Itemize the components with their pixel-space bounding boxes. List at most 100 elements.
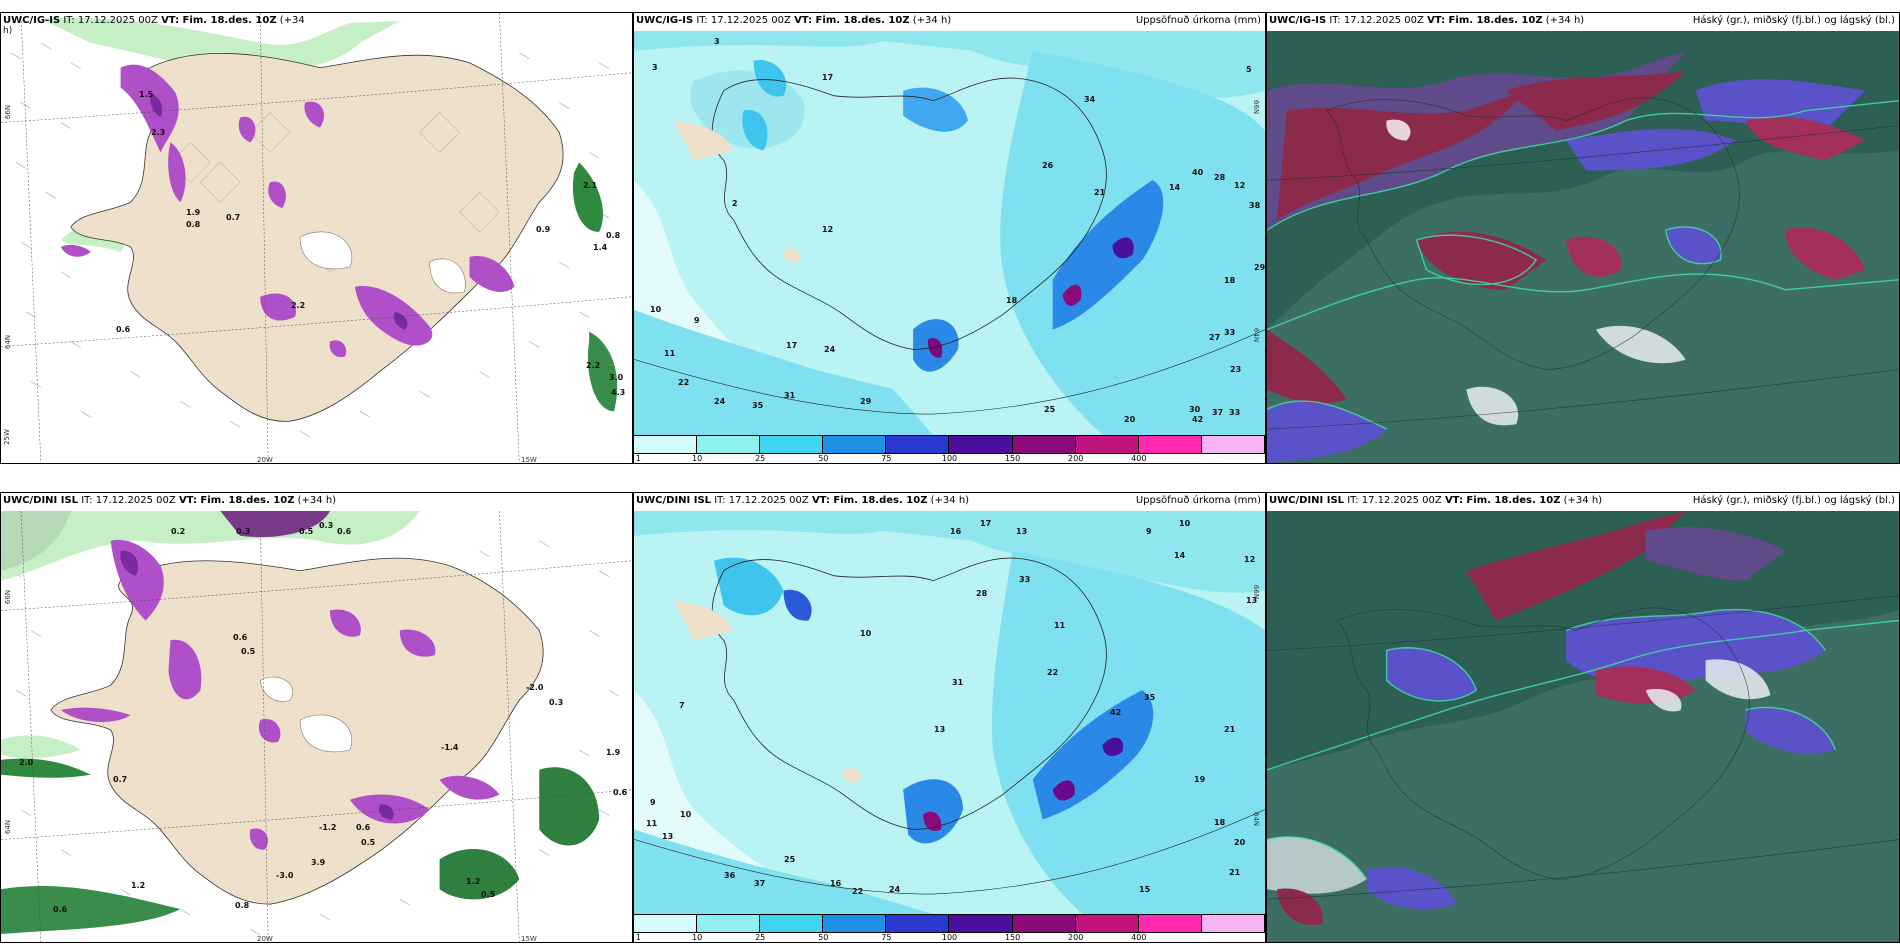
map-value: 21 [1094,188,1106,197]
colorbar-tick-label: 50 [818,933,829,942]
field-label: Uppsöfnuð úrkoma (mm) [1135,15,1261,26]
map-value: 2.2 [586,361,601,370]
map-value: 23 [1230,365,1242,374]
map-precip-type-bottom [1,511,632,942]
panel-top-right: UWC/IG-IS IT: 17.12.2025 00Z VT: Fim. 18… [1266,12,1900,464]
map-value: 37 [1212,408,1224,417]
colorbar-swatch [1075,436,1139,453]
map-value: 3.0 [609,373,624,382]
model-label: UWC/DINI ISL [3,495,79,506]
map-value: 3 [714,37,720,46]
map-value: 30 [1189,405,1201,414]
valid-time: VT: Fim. 18.des. 10Z [794,15,910,26]
map-precip-type-top [1,13,632,463]
init-time: IT: 17.12.2025 00Z [81,495,176,506]
map-value: 22 [1047,668,1059,677]
map-value: 1.5 [139,90,154,99]
precip-colorbar: 1 10 25 50 75 100 150 200 400 [634,435,1265,463]
map-value: 0.5 [361,838,376,847]
panel-header: UWC/IG-IS IT: 17.12.2025 00Z VT: Fim. 18… [1,13,632,31]
map-value: 10 [650,305,662,314]
map-value: 11 [646,819,658,828]
colorbar-swatch [697,915,761,932]
map-value: 24 [889,885,901,894]
colorbar-tick-label: 150 [1004,933,1021,942]
lead-time: (+34 h) [912,15,952,26]
map-value: 0.6 [116,325,131,334]
init-time: IT: 17.12.2025 00Z [714,495,809,506]
colorbar-swatch [886,436,950,453]
valid-time: VT: Fim. 18.des. 10Z [1427,15,1543,26]
model-label: UWC/IG-IS [636,15,694,26]
map-value: 10 [1179,519,1191,528]
lat-label: 66N [4,589,13,605]
colorbar-swatch [1201,915,1265,932]
map-value: 14 [1174,551,1186,560]
map-value: 0.3 [319,521,334,530]
colorbar-tick-label: 10 [692,454,703,463]
map-value: 1.2 [466,877,481,886]
valid-time: VT: Fim. 18.des. 10Z [1444,495,1561,506]
map-value: 12 [822,225,834,234]
map-value: 38 [1249,201,1261,210]
colorbar-tick-label: 100 [941,933,958,942]
panel-header: UWC/DINI ISL IT: 17.12.2025 00Z VT: Fim.… [1,493,632,511]
map-value: 17 [786,341,798,350]
lead-time: (+34 h) [1563,495,1603,506]
lon-label: 25W [2,429,11,445]
map-value: 2.2 [291,301,306,310]
map-value: 31 [952,678,964,687]
lon-label: 20W [257,456,273,464]
map-value: 25 [784,855,796,864]
map-value: 21 [1229,868,1241,877]
panel-header: UWC/DINI ISL IT: 17.12.2025 00Z VT: Fim.… [634,493,1265,511]
colorbar-tick-label: 200 [1068,454,1084,463]
colorbar-swatch [1075,915,1139,932]
colorbar-swatch [823,436,887,453]
colorbar-tick-label: 150 [1004,454,1021,463]
field-label: Háský (gr.), miðský (fj.bl.) og lágský (… [1692,495,1895,506]
lat-label: 64N [4,334,13,350]
map-value: 0.7 [226,213,241,222]
valid-time: VT: Fim. 18.des. 10Z [161,15,277,26]
map-value: 0.6 [356,823,371,832]
colorbar-tick-label: 25 [755,933,766,942]
colorbar-swatch [949,915,1013,932]
model-label: UWC/IG-IS [1269,15,1327,26]
colorbar-swatch [886,915,950,932]
map-value: 12 [1234,181,1246,190]
colorbar-ticks: 1 10 25 50 75 100 150 200 400 [634,454,1265,463]
lat-label: 66N [4,104,13,120]
map-value: 37 [754,879,766,888]
init-time: IT: 17.12.2025 00Z [1329,15,1424,26]
valid-time: VT: Fim. 18.des. 10Z [811,495,928,506]
colorbar-tick-label: 100 [941,454,958,463]
map-value: 0.2 [171,527,186,536]
map-value: 10 [860,629,872,638]
lead-time: (+34 [279,15,305,26]
colorbar-tick-label: 400 [1131,933,1147,942]
map-value: 33 [1224,328,1236,337]
map-value: 16 [830,879,842,888]
colorbar-tick-label: 10 [692,933,703,942]
map-value: -2.0 [526,683,544,692]
map-value: 18 [1214,818,1226,827]
valid-time: VT: Fim. 18.des. 10Z [178,495,295,506]
map-value: 28 [1214,173,1226,182]
colorbar-swatch [634,436,698,453]
map-value: 35 [1144,693,1156,702]
map-value: 0.6 [613,788,628,797]
lat-label: 64N [4,819,13,835]
map-value: 22 [852,887,864,896]
map-value: 0.5 [299,527,314,536]
lon-label: 20W [257,935,273,943]
colorbar-swatch [760,915,824,932]
colorbar-tick-label: 200 [1068,933,1084,942]
map-value: 29 [860,397,872,406]
map-cloud-cover-bottom [1267,511,1899,942]
map-value: 12 [1244,555,1256,564]
map-value: 3 [652,63,658,72]
map-value: 2.3 [151,128,166,137]
map-value: 10 [680,810,692,819]
map-value: 20 [1124,415,1136,424]
